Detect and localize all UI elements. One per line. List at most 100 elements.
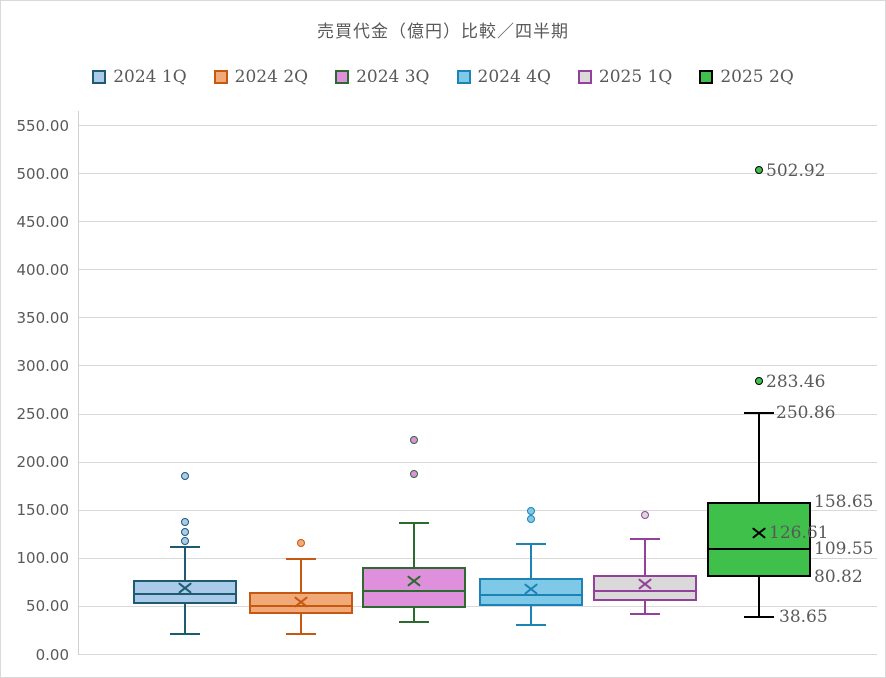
- gridline-200: [78, 461, 877, 463]
- legend-item-2024-4q: 2024 4Q: [456, 67, 551, 87]
- whisker-lower: [758, 576, 760, 618]
- value-label: 158.65: [814, 491, 874, 512]
- box-2025-2q: [707, 501, 811, 577]
- value-label: 126.61: [769, 522, 829, 543]
- chart-title: 売買代金（億円）比較／四半期: [317, 22, 569, 42]
- gridline-50: [78, 605, 877, 607]
- outlier-point: [754, 377, 763, 386]
- y-tick-label-250: 250.00: [16, 405, 70, 424]
- y-tick-label-0: 0.00: [35, 645, 69, 664]
- legend-item-2024-3q: 2024 3Q: [335, 67, 430, 87]
- gridline-450: [78, 221, 877, 223]
- gridline-100: [78, 557, 877, 559]
- whisker-lower: [644, 601, 646, 615]
- whisker-lower: [184, 604, 186, 635]
- y-tick-label-50: 50.00: [26, 597, 69, 616]
- outlier-point: [180, 472, 189, 481]
- outlier-point: [526, 515, 535, 524]
- value-label: 109.55: [814, 539, 874, 560]
- mean-marker: [407, 575, 421, 587]
- median-line: [133, 592, 237, 595]
- y-tick-label-350: 350.00: [16, 308, 70, 327]
- y-tick-label-100: 100.00: [16, 549, 70, 568]
- whisker-upper: [413, 522, 415, 567]
- outlier-point: [409, 470, 418, 479]
- whisker-cap-min: [170, 633, 200, 636]
- y-tick-label-550: 550.00: [16, 116, 70, 135]
- whisker-cap-max: [286, 558, 316, 561]
- median-line: [593, 590, 697, 593]
- outlier-point: [409, 436, 418, 445]
- mean-marker: [752, 526, 766, 539]
- legend-swatch-icon: [92, 70, 107, 84]
- gridline-400: [78, 269, 877, 271]
- box-2024-3q: [362, 566, 466, 608]
- mean-marker: [638, 578, 652, 590]
- legend-item-2024-2q: 2024 2Q: [213, 67, 309, 87]
- legend-label: 2025 2Q: [720, 67, 794, 87]
- gridline-500: [78, 173, 877, 175]
- gridline-350: [78, 317, 877, 319]
- gridline-250: [78, 413, 877, 415]
- whisker-cap-min: [286, 632, 316, 635]
- y-tick-label-450: 450.00: [16, 212, 70, 231]
- value-label: 80.82: [814, 566, 863, 587]
- whisker-cap-max: [170, 545, 200, 548]
- mean-marker: [178, 582, 192, 594]
- legend-item-2025-2q: 2025 2Q: [699, 67, 794, 87]
- whisker-cap-min: [516, 623, 546, 626]
- whisker-cap-max: [744, 412, 774, 415]
- y-tick-label-400: 400.00: [16, 260, 70, 279]
- legend-swatch-icon: [213, 70, 228, 84]
- outlier-point: [180, 518, 189, 527]
- whisker-cap-max: [516, 542, 546, 545]
- legend-label: 2024 3Q: [356, 67, 430, 87]
- whisker-lower: [530, 605, 532, 625]
- legend-item-2025-1q: 2025 1Q: [577, 67, 673, 87]
- mean-marker: [294, 595, 308, 608]
- median-line: [479, 593, 583, 596]
- whisker-lower: [300, 614, 302, 634]
- legend-swatch-icon: [335, 70, 350, 84]
- whisker-upper: [644, 539, 646, 575]
- median-line: [362, 590, 466, 593]
- whisker-upper: [758, 413, 760, 502]
- median-line: [249, 604, 353, 607]
- y-tick-label-150: 150.00: [16, 501, 70, 520]
- box-2024-4q: [479, 578, 583, 606]
- legend-label: 2024 4Q: [477, 67, 551, 87]
- outlier-point: [180, 527, 189, 536]
- whisker-cap-max: [399, 521, 429, 524]
- value-label: 38.65: [779, 607, 828, 628]
- gridline-0: [78, 654, 877, 655]
- whisker-lower: [413, 607, 415, 622]
- value-label: 283.46: [766, 371, 826, 392]
- legend: 2024 1Q 2024 2Q 2024 3Q 2024 4Q 2025 1Q 2025 …: [1, 67, 885, 87]
- legend-label: 2024 2Q: [234, 67, 309, 87]
- box-2025-1q: [593, 574, 697, 602]
- outlier-point: [296, 539, 305, 548]
- value-label: 250.86: [776, 403, 836, 424]
- outlier-point: [180, 536, 189, 545]
- whisker-cap-min: [399, 620, 429, 623]
- legend-swatch-icon: [577, 70, 592, 84]
- whisker-cap-min: [630, 613, 660, 616]
- legend-item-2024-1q: 2024 1Q: [92, 67, 187, 87]
- y-tick-label-500: 500.00: [16, 164, 70, 183]
- whisker-cap-max: [630, 538, 660, 541]
- y-tick-label-300: 300.00: [16, 356, 70, 375]
- outlier-point: [640, 510, 649, 519]
- legend-label: 2025 1Q: [598, 67, 673, 87]
- y-tick-label-200: 200.00: [16, 453, 70, 472]
- mean-marker: [524, 583, 538, 595]
- outlier-point: [526, 506, 535, 515]
- gridline-300: [78, 365, 877, 367]
- outlier-point: [754, 166, 763, 175]
- legend-label: 2024 1Q: [113, 67, 187, 87]
- y-axis-line: [78, 111, 79, 655]
- whisker-cap-min: [744, 616, 774, 619]
- gridline-550: [78, 125, 877, 126]
- legend-swatch-icon: [456, 70, 471, 84]
- whisker-upper: [184, 546, 186, 580]
